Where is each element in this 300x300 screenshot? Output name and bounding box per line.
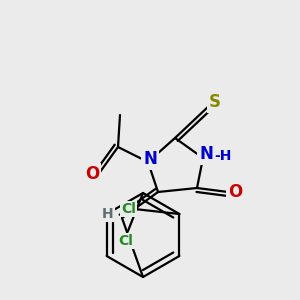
Text: O: O <box>85 165 99 183</box>
Text: N: N <box>143 150 157 168</box>
Text: N: N <box>199 145 213 163</box>
Text: O: O <box>228 183 242 201</box>
Text: Cl: Cl <box>118 234 134 248</box>
Text: Cl: Cl <box>121 202 136 216</box>
Text: -H: -H <box>214 149 232 163</box>
Text: H: H <box>102 207 114 221</box>
Text: S: S <box>209 93 221 111</box>
